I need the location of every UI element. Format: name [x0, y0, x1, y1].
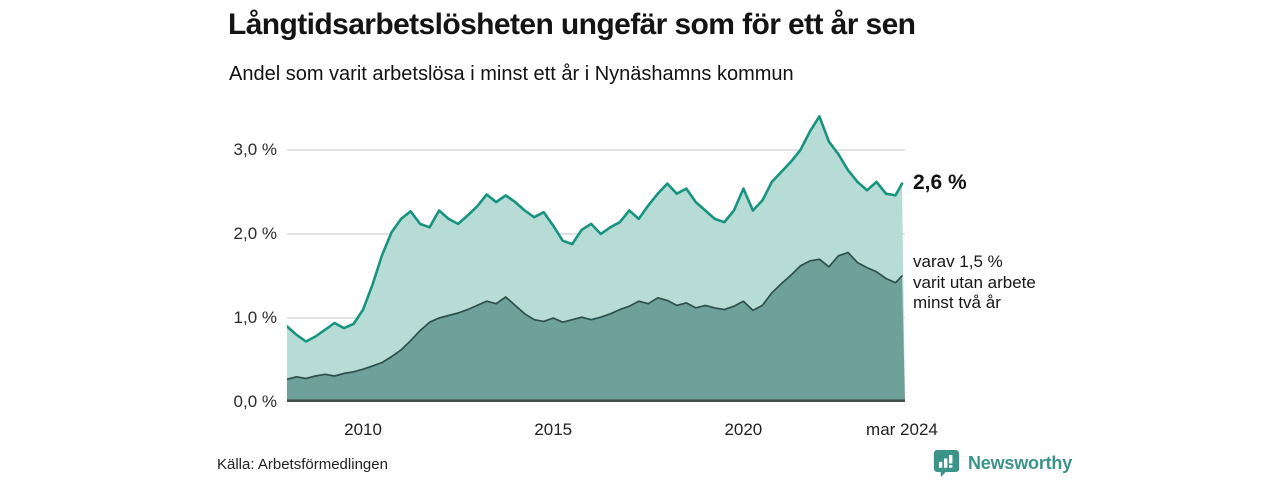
secondary-series-label: varav 1,5 % varit utan arbete minst två … — [913, 252, 1036, 314]
series-2yr-area — [287, 252, 905, 402]
bar-chart-speech-bubble-icon — [933, 449, 960, 477]
newsworthy-wordmark: Newsworthy — [968, 452, 1073, 473]
x-tick-label-2020: 2020 — [724, 420, 763, 439]
source-attribution: Källa: Arbetsförmedlingen — [217, 456, 388, 473]
secondary-series-label-line2: varit utan arbete — [913, 272, 1036, 292]
latest-total-label: 2,6 % — [913, 171, 967, 194]
series-2yr-line — [287, 251, 903, 381]
secondary-series-label-line1: varav 1,5 % — [913, 252, 1003, 271]
series-total-1yr-line — [287, 115, 904, 343]
y-tick-label-0: 0,0 % — [233, 392, 277, 411]
y-tick-label-3: 3,0 % — [233, 140, 277, 159]
x-tick-label-2010: 2010 — [344, 420, 382, 439]
area-chart-plot — [287, 115, 905, 402]
newsworthy-branding: Newsworthy — [933, 448, 1072, 478]
secondary-series-label-line3: minst två år — [913, 293, 1001, 312]
x-tick-label-mar-2024: mar 2024 — [866, 420, 938, 439]
x-tick-label-2015: 2015 — [534, 420, 573, 439]
chart-subtitle: Andel som varit arbetslösa i minst ett å… — [229, 63, 794, 85]
y-tick-label-2: 2,0 % — [233, 224, 277, 243]
y-tick-label-1: 1,0 % — [233, 308, 277, 327]
page-title: Långtidsarbetslösheten ungefär som för e… — [228, 8, 916, 41]
